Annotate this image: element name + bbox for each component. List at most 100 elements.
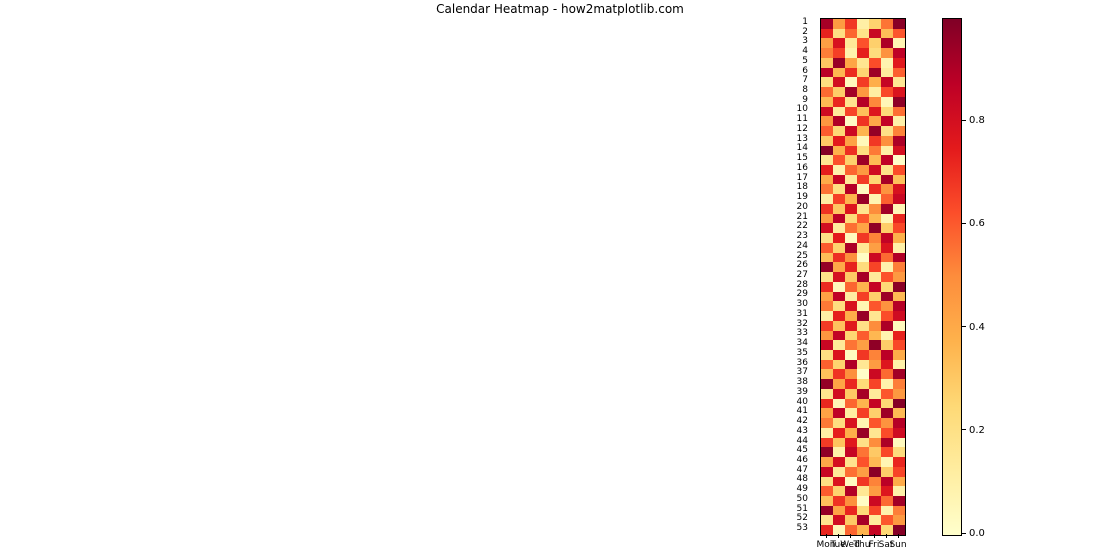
heatmap-cell — [857, 331, 869, 341]
heatmap-cell — [857, 233, 869, 243]
heatmap-cell — [869, 97, 881, 107]
heatmap-cell — [857, 194, 869, 204]
heatmap-cell — [869, 515, 881, 525]
heatmap-cell — [821, 457, 833, 467]
heatmap-cell — [893, 126, 905, 136]
y-tick-label: 23 — [794, 232, 814, 241]
heatmap-cell — [881, 262, 893, 272]
heatmap-cell — [821, 477, 833, 487]
heatmap-cell — [869, 350, 881, 360]
heatmap-cell — [845, 350, 857, 360]
heatmap-cell — [833, 389, 845, 399]
heatmap-cell — [893, 175, 905, 185]
heatmap-cell — [881, 525, 893, 535]
heatmap-cell — [881, 165, 893, 175]
heatmap-cell — [833, 29, 845, 39]
heatmap-cell — [821, 467, 833, 477]
heatmap-cell — [833, 496, 845, 506]
heatmap-cell — [845, 146, 857, 156]
heatmap-cell — [893, 204, 905, 214]
heatmap-cell — [857, 350, 869, 360]
heatmap-cell — [821, 301, 833, 311]
heatmap-cell — [833, 438, 845, 448]
heatmap-cell — [893, 68, 905, 78]
heatmap-cell — [821, 447, 833, 457]
y-tick-label: 15 — [794, 154, 814, 163]
heatmap-cell — [857, 486, 869, 496]
heatmap-cell — [857, 369, 869, 379]
heatmap-cell — [893, 77, 905, 87]
y-tick-label: 14 — [794, 144, 814, 153]
heatmap-cell — [857, 223, 869, 233]
heatmap-cell — [821, 418, 833, 428]
heatmap-cell — [869, 253, 881, 263]
heatmap-cell — [821, 340, 833, 350]
heatmap-cell — [869, 214, 881, 224]
heatmap-cell — [845, 262, 857, 272]
heatmap-cell — [893, 48, 905, 58]
heatmap-cell — [833, 457, 845, 467]
heatmap-cell — [833, 175, 845, 185]
y-tick-label: 20 — [794, 203, 814, 212]
heatmap-cell — [821, 408, 833, 418]
heatmap-cell — [833, 48, 845, 58]
heatmap-cell — [857, 525, 869, 535]
heatmap-cell — [881, 331, 893, 341]
y-tick-label: 5 — [794, 57, 814, 66]
y-tick-label: 35 — [794, 349, 814, 358]
heatmap-cell — [833, 19, 845, 29]
heatmap-cell — [893, 107, 905, 117]
heatmap-cell — [857, 184, 869, 194]
heatmap-cell — [833, 262, 845, 272]
heatmap-cell — [833, 204, 845, 214]
y-tick-label: 16 — [794, 164, 814, 173]
heatmap-cell — [821, 165, 833, 175]
heatmap-cell — [881, 515, 893, 525]
heatmap-cell — [881, 204, 893, 214]
heatmap-cell — [845, 97, 857, 107]
heatmap-cell — [869, 233, 881, 243]
heatmap-cell — [869, 389, 881, 399]
heatmap-cell — [821, 399, 833, 409]
y-tick-label: 10 — [794, 105, 814, 114]
heatmap-cell — [893, 272, 905, 282]
heatmap-cell — [857, 116, 869, 126]
heatmap-cell — [881, 486, 893, 496]
heatmap-cell — [821, 97, 833, 107]
heatmap-cell — [857, 126, 869, 136]
heatmap-cell — [833, 408, 845, 418]
heatmap-cell — [845, 175, 857, 185]
y-tick-label: 2 — [794, 28, 814, 37]
y-tick-label: 3 — [794, 37, 814, 46]
y-tick-label: 51 — [794, 505, 814, 514]
heatmap-cell — [881, 87, 893, 97]
heatmap-cell — [869, 146, 881, 156]
heatmap-cell — [857, 282, 869, 292]
heatmap-cell — [833, 282, 845, 292]
heatmap-cell — [881, 408, 893, 418]
heatmap-cell — [881, 146, 893, 156]
heatmap-cell — [881, 301, 893, 311]
heatmap-cell — [893, 58, 905, 68]
heatmap-cell — [845, 204, 857, 214]
heatmap-cell — [893, 155, 905, 165]
heatmap-cell — [845, 467, 857, 477]
y-tick-label: 8 — [794, 86, 814, 95]
heatmap-cell — [857, 204, 869, 214]
heatmap-cell — [893, 340, 905, 350]
heatmap-cell — [821, 438, 833, 448]
heatmap-cell — [881, 282, 893, 292]
heatmap-cell — [833, 77, 845, 87]
heatmap-cell — [893, 184, 905, 194]
heatmap-cell — [893, 428, 905, 438]
heatmap-cell — [881, 321, 893, 331]
heatmap-cell — [821, 321, 833, 331]
heatmap-cell — [869, 87, 881, 97]
heatmap-cell — [833, 233, 845, 243]
heatmap-cell — [821, 116, 833, 126]
heatmap-cell — [833, 223, 845, 233]
y-tick-label: 38 — [794, 378, 814, 387]
heatmap-cell — [893, 486, 905, 496]
heatmap-cell — [833, 253, 845, 263]
heatmap-cell — [881, 369, 893, 379]
